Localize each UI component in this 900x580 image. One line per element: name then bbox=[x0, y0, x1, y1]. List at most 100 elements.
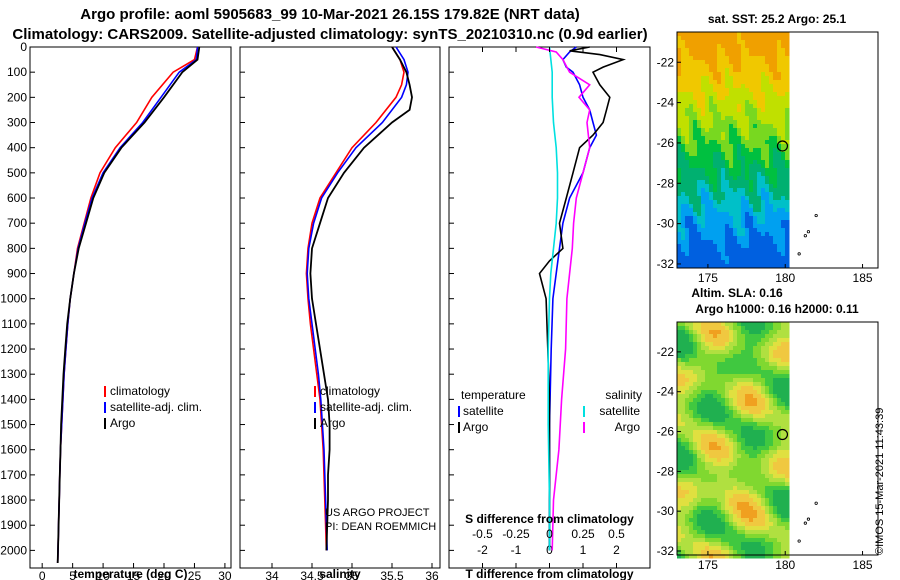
map-cell bbox=[757, 410, 762, 415]
map-cell bbox=[749, 64, 754, 69]
map-cell bbox=[705, 490, 710, 495]
map-cell bbox=[785, 326, 790, 331]
map-cell bbox=[745, 196, 750, 201]
map-cell bbox=[777, 92, 782, 97]
map-cell bbox=[745, 338, 750, 343]
map-cell bbox=[773, 32, 778, 37]
map-cell bbox=[693, 76, 698, 81]
map-cell bbox=[785, 212, 790, 217]
map-cell bbox=[749, 120, 754, 125]
map-cell bbox=[757, 526, 762, 531]
x-tick-label: 34 bbox=[265, 569, 279, 580]
map-cell bbox=[701, 362, 706, 367]
map-cell bbox=[721, 514, 726, 519]
map-cell bbox=[757, 76, 762, 81]
map-cell bbox=[717, 362, 722, 367]
map-cell bbox=[781, 402, 786, 407]
map-cell bbox=[697, 518, 702, 523]
map-cell bbox=[761, 80, 766, 85]
map-cell bbox=[681, 200, 686, 205]
map-cell bbox=[709, 354, 714, 359]
map-cell bbox=[749, 92, 754, 97]
map-cell bbox=[677, 252, 682, 257]
map-cell bbox=[741, 52, 746, 57]
map-cell bbox=[697, 260, 702, 265]
map-cell bbox=[769, 220, 774, 225]
map-cell bbox=[709, 390, 714, 395]
map-cell bbox=[741, 362, 746, 367]
map-cell bbox=[749, 330, 754, 335]
map-cell bbox=[785, 68, 790, 73]
map-cell bbox=[777, 430, 782, 435]
map-cell bbox=[725, 470, 730, 475]
map-cell bbox=[713, 152, 718, 157]
map-cell bbox=[757, 542, 762, 547]
map-cell bbox=[761, 338, 766, 343]
map-cell bbox=[713, 434, 718, 439]
map-cell bbox=[717, 92, 722, 97]
map-cell bbox=[781, 386, 786, 391]
map-cell bbox=[681, 156, 686, 161]
map-cell bbox=[701, 482, 706, 487]
map-cell bbox=[709, 370, 714, 375]
map-cell bbox=[757, 486, 762, 491]
map-cell bbox=[729, 128, 734, 133]
x-tick-label: 15 bbox=[127, 569, 141, 580]
map-cell bbox=[765, 36, 770, 41]
map-cell bbox=[765, 204, 770, 209]
map-cell bbox=[741, 482, 746, 487]
map-cell bbox=[741, 264, 746, 269]
map-cell bbox=[769, 442, 774, 447]
map-cell bbox=[733, 362, 738, 367]
map-cell bbox=[681, 502, 686, 507]
map-cell bbox=[717, 370, 722, 375]
map-cell bbox=[729, 256, 734, 261]
map-cell bbox=[769, 196, 774, 201]
map-cell bbox=[705, 176, 710, 181]
map-cell bbox=[705, 542, 710, 547]
map-cell bbox=[705, 240, 710, 245]
map-cell bbox=[741, 48, 746, 53]
map-cell bbox=[705, 494, 710, 499]
map-cell bbox=[761, 374, 766, 379]
map-cell bbox=[693, 382, 698, 387]
map-cell bbox=[697, 104, 702, 109]
map-cell bbox=[749, 526, 754, 531]
map-cell bbox=[689, 252, 694, 257]
map-cell bbox=[701, 40, 706, 45]
map-cell bbox=[749, 88, 754, 93]
map-cell bbox=[741, 470, 746, 475]
map-cell bbox=[729, 208, 734, 213]
map-cell bbox=[733, 92, 738, 97]
map-cell bbox=[737, 330, 742, 335]
map-cell bbox=[785, 256, 790, 261]
map-cell bbox=[713, 450, 718, 455]
map-cell bbox=[677, 382, 682, 387]
map-cell bbox=[753, 264, 758, 269]
map-cell bbox=[753, 438, 758, 443]
map-cell bbox=[757, 208, 762, 213]
map-cell bbox=[773, 354, 778, 359]
map-cell bbox=[677, 140, 682, 145]
map-cell bbox=[725, 386, 730, 391]
map-cell bbox=[721, 132, 726, 137]
map-cell bbox=[725, 418, 730, 423]
map-cell bbox=[681, 128, 686, 133]
map-cell bbox=[685, 196, 690, 201]
map-cell bbox=[773, 124, 778, 129]
map-cell bbox=[685, 374, 690, 379]
map-cell bbox=[733, 430, 738, 435]
map-cell bbox=[749, 362, 754, 367]
map-cell bbox=[741, 212, 746, 217]
map-cell bbox=[761, 334, 766, 339]
map-cell bbox=[729, 120, 734, 125]
s-tick-label: -0.5 bbox=[472, 527, 493, 541]
map-cell bbox=[737, 378, 742, 383]
map-cell bbox=[721, 128, 726, 133]
map-cell bbox=[709, 518, 714, 523]
map-cell bbox=[753, 386, 758, 391]
map-cell bbox=[733, 160, 738, 165]
map-cell bbox=[765, 374, 770, 379]
map-cell bbox=[761, 216, 766, 221]
map-cell bbox=[777, 510, 782, 515]
